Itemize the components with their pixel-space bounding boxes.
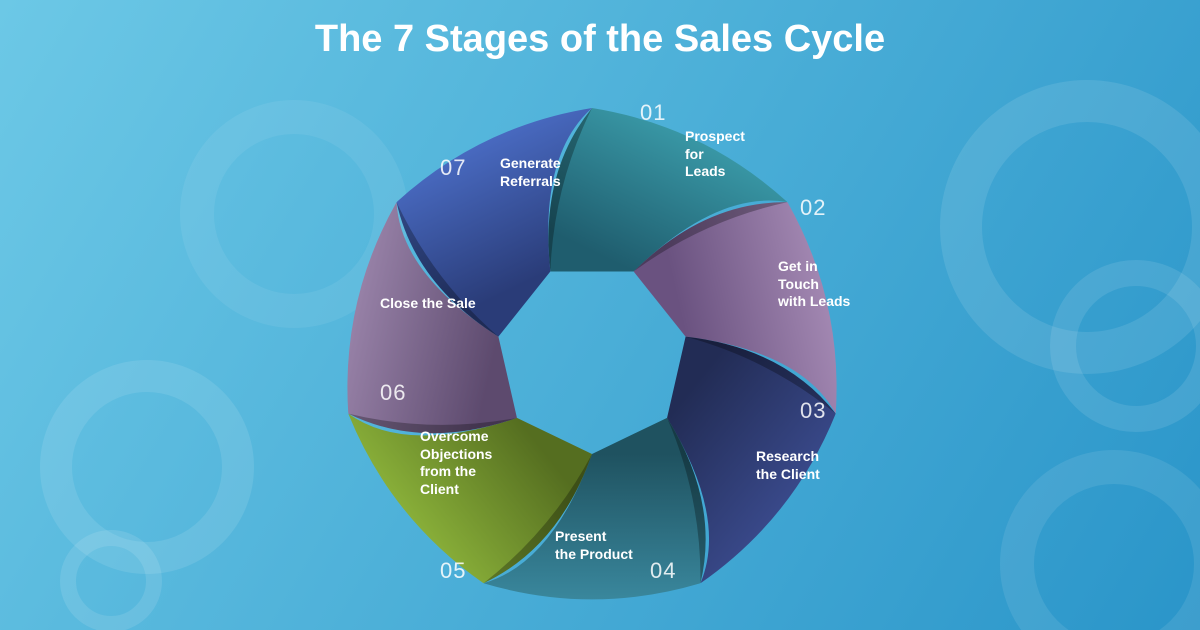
stage-number-3: 03: [800, 398, 826, 424]
stage-label-2: Get in Touch with Leads: [778, 258, 850, 311]
stage-number-4: 04: [650, 558, 676, 584]
stage-number-6: 06: [380, 380, 406, 406]
stage-label-1: Prospect for Leads: [685, 128, 745, 181]
stage-label-6: Close the Sale: [380, 295, 476, 313]
stage-number-7: 07: [440, 155, 466, 181]
stage-label-5: Overcome Objections from the Client: [420, 428, 492, 498]
stage-label-4: Present the Product: [555, 528, 633, 563]
background-ring-deco: [40, 360, 254, 574]
stage-label-7: Generate Referrals: [500, 155, 561, 190]
stage-label-3: Research the Client: [756, 448, 820, 483]
stage-number-5: 05: [440, 558, 466, 584]
page-title: The 7 Stages of the Sales Cycle: [0, 18, 1200, 61]
background-ring-deco: [1000, 450, 1200, 630]
stage-number-1: 01: [640, 100, 666, 126]
infographic-canvas: The 7 Stages of the Sales Cycle 01 Prospe…: [0, 0, 1200, 630]
stage-number-2: 02: [800, 195, 826, 221]
background-ring-deco: [60, 530, 162, 630]
